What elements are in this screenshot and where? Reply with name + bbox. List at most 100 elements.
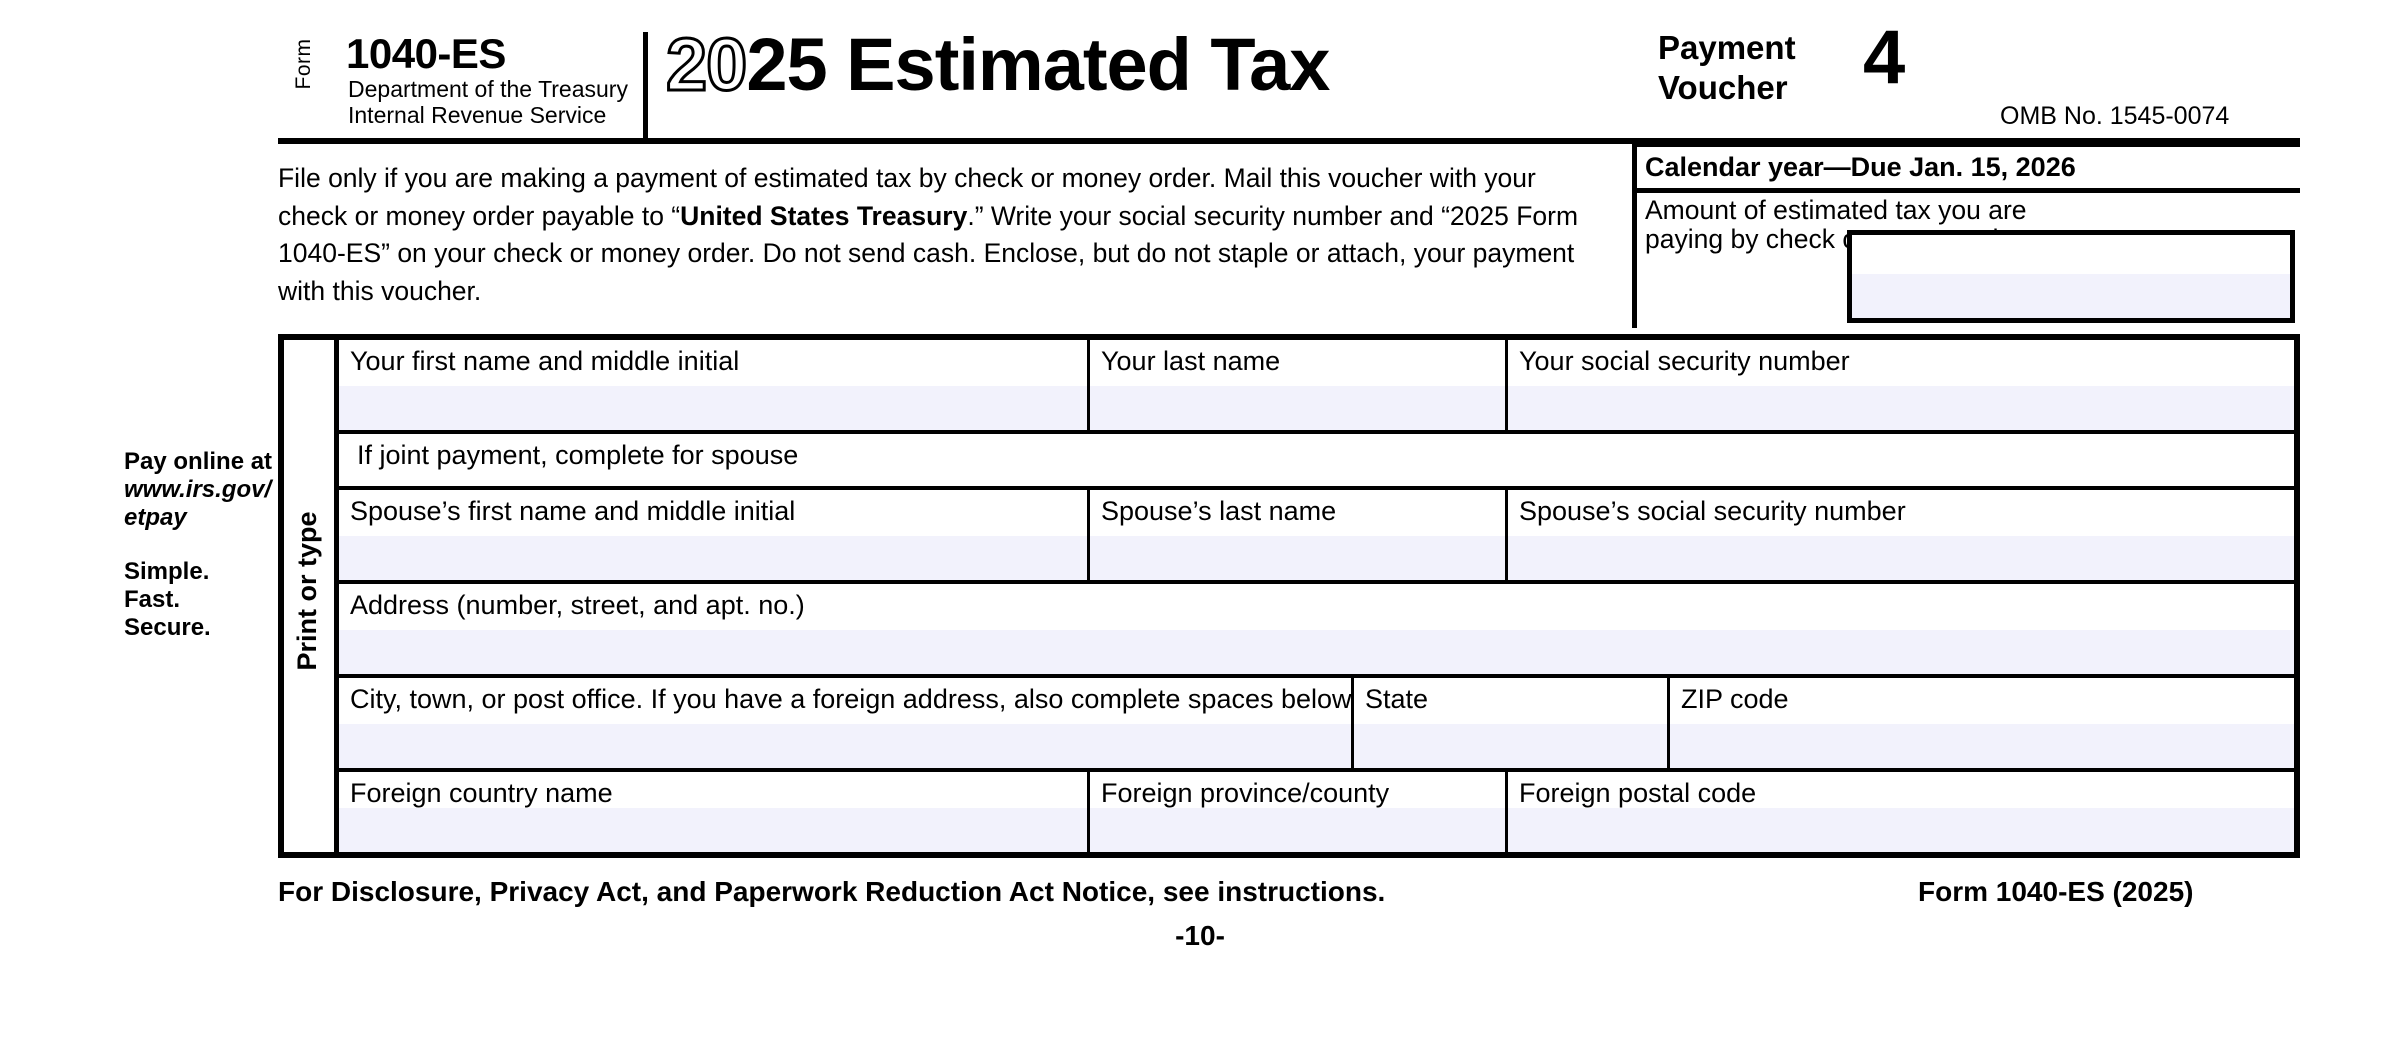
foreign-postal-label: Foreign postal code (1519, 778, 1757, 808)
title-year-outline: 20 (664, 23, 748, 106)
spouse-last-name-label: Spouse’s last name (1101, 496, 1337, 526)
your-ssn-label: Your social security number (1519, 346, 1850, 376)
city-input[interactable] (339, 724, 1351, 768)
amount-paid-input-fill (1852, 274, 2290, 318)
taxpayer-information-grid: Print or type Your first name and middle… (278, 334, 2300, 858)
zip-input[interactable] (1670, 724, 2294, 768)
page-number: -10- (1175, 920, 1225, 951)
header-bottom-rule (278, 138, 2300, 144)
grid-left-border (278, 334, 284, 858)
pay-online-sidebar: Pay online at www.irs.gov/ etpay Simple.… (124, 448, 274, 642)
calendar-box-left-divider (1632, 142, 1637, 328)
spouse-last-name-cell[interactable]: Spouse’s last name (1090, 490, 1505, 580)
your-ssn-cell[interactable]: Your social security number (1508, 340, 2294, 430)
tagline-simple: Simple. (124, 558, 210, 586)
your-last-name-input[interactable] (1090, 386, 1505, 430)
tagline-secure: Secure. (124, 614, 211, 642)
city-label: City, town, or post office. If you have … (350, 684, 1358, 714)
foreign-country-input[interactable] (339, 808, 1087, 852)
row-address: Address (number, street, and apt. no.) (339, 584, 2294, 674)
form-word-label: Form (292, 38, 315, 90)
foreign-postal-cell[interactable]: Foreign postal code (1508, 772, 2294, 852)
header-vertical-divider (643, 32, 648, 140)
row-spouse-name: Spouse’s first name and middle initial S… (339, 490, 2294, 580)
grid-bottom-border (278, 852, 2300, 858)
tagline-fast: Fast. (124, 586, 181, 614)
address-input[interactable] (339, 630, 2294, 674)
row1-sep-2 (1505, 340, 1508, 430)
spouse-ssn-label: Spouse’s social security number (1519, 496, 1906, 526)
spouse-first-name-input[interactable] (339, 536, 1087, 580)
state-label: State (1365, 684, 1429, 714)
sep-below-city (339, 768, 2294, 772)
your-last-name-cell[interactable]: Your last name (1090, 340, 1505, 430)
form-number: 1040-ES (346, 30, 506, 77)
grid-right-border (2294, 334, 2300, 858)
title-text: Estimated Tax (826, 23, 1330, 106)
pay-online-label: Pay online at (124, 448, 273, 475)
foreign-province-input[interactable] (1090, 808, 1505, 852)
row-your-name: Your first name and middle initial Your … (339, 340, 2294, 430)
your-first-name-cell[interactable]: Your first name and middle initial (339, 340, 1087, 430)
spouse-ssn-input[interactable] (1508, 536, 2294, 580)
zip-label: ZIP code (1681, 684, 1789, 714)
address-cell[interactable]: Address (number, street, and apt. no.) (339, 584, 2294, 674)
spouse-first-name-cell[interactable]: Spouse’s first name and middle initial (339, 490, 1087, 580)
foreign-province-label: Foreign province/county (1101, 778, 1390, 808)
calendar-box-mid-rule (1637, 188, 2300, 193)
row4-sep-1 (1351, 678, 1354, 768)
form-title: 2025 Estimated Tax (664, 26, 1330, 103)
payment-voucher-line-1: Payment (1658, 29, 1796, 66)
your-last-name-label: Your last name (1101, 346, 1281, 376)
state-input[interactable] (1354, 724, 1667, 768)
sidebar-spacer (124, 532, 274, 558)
title-year-solid: 25 (746, 23, 827, 106)
amount-paid-input[interactable] (1847, 230, 2295, 323)
zip-cell[interactable]: ZIP code (1670, 678, 2294, 768)
payment-voucher-line-2: Voucher (1658, 69, 1788, 107)
city-cell[interactable]: City, town, or post office. If you have … (339, 678, 1358, 768)
foreign-postal-input[interactable] (1508, 808, 2294, 852)
state-cell[interactable]: State (1354, 678, 1667, 768)
form-reference: Form 1040-ES (2025) (1918, 876, 2194, 907)
row-city-state-zip: City, town, or post office. If you have … (339, 678, 2294, 768)
department-line-1: Department of the Treasury (348, 76, 628, 102)
instructions-payee-bold: United States Treasury (680, 200, 968, 231)
calendar-year-amount-box: Calendar year—Due Jan. 15, 2026 Amount o… (1632, 142, 2300, 328)
row5-sep-2 (1505, 772, 1508, 852)
print-or-type-divider (334, 334, 339, 858)
sep-below-joint-note (339, 486, 2294, 490)
row2-sep-1 (1087, 490, 1090, 580)
your-ssn-input[interactable] (1508, 386, 2294, 430)
voucher-number: 4 (1863, 15, 1906, 100)
calendar-box-top-rule (1637, 142, 2300, 147)
sep-below-address (339, 674, 2294, 678)
foreign-country-label: Foreign country name (350, 778, 613, 808)
instructions-part-1: File only if you are making a payment of… (278, 163, 1536, 231)
row5-sep-1 (1087, 772, 1090, 852)
row-foreign-address: Foreign country name Foreign province/co… (339, 772, 2294, 852)
spouse-ssn-cell[interactable]: Spouse’s social security number (1508, 490, 2294, 580)
row4-sep-2 (1667, 678, 1670, 768)
disclosure-notice: For Disclosure, Privacy Act, and Paperwo… (278, 876, 1386, 907)
spouse-first-name-label: Spouse’s first name and middle initial (350, 496, 796, 526)
joint-payment-note-label: If joint payment, complete for spouse (357, 440, 799, 470)
foreign-country-cell[interactable]: Foreign country name (339, 772, 1087, 852)
irs-etpay-url-line-2[interactable]: etpay (124, 504, 187, 532)
print-or-type-label: Print or type (292, 511, 322, 671)
row2-sep-2 (1505, 490, 1508, 580)
department-line-2: Internal Revenue Service (348, 102, 607, 128)
spouse-last-name-input[interactable] (1090, 536, 1505, 580)
sep-below-spouse-name (339, 580, 2294, 584)
sep-below-your-name (339, 430, 2294, 434)
omb-number: OMB No. 1545-0074 (2000, 102, 2230, 130)
address-label: Address (number, street, and apt. no.) (350, 590, 805, 620)
instructions-part-2: .” Write your social security number and… (278, 200, 1579, 306)
foreign-province-cell[interactable]: Foreign province/county (1090, 772, 1505, 852)
your-first-name-input[interactable] (339, 386, 1087, 430)
grid-top-border (278, 334, 2300, 340)
form-header: Form 1040-ES Department of the Treasury … (278, 14, 2300, 144)
row1-sep-1 (1087, 340, 1090, 430)
irs-etpay-url-line-1[interactable]: www.irs.gov/ (124, 476, 272, 504)
